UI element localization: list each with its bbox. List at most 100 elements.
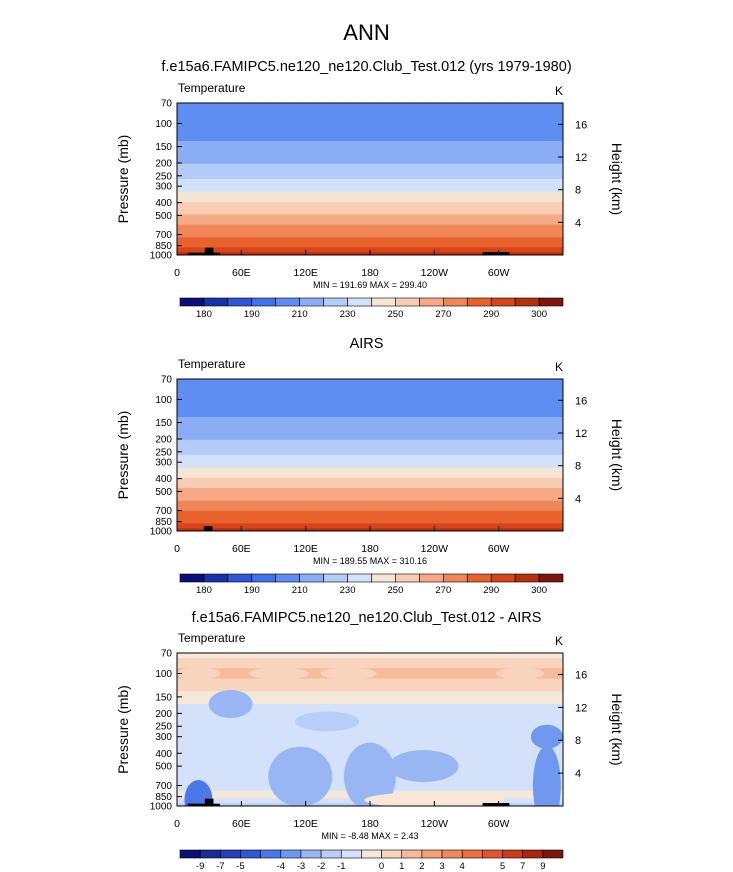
- y-tick-label: 200: [155, 709, 172, 720]
- contour-band: [177, 234, 563, 238]
- colorbar-swatch: [227, 573, 253, 583]
- colorbar-swatch: [251, 573, 277, 583]
- colorbar-swatch: [275, 573, 300, 583]
- contour-band: [177, 130, 563, 134]
- contour-band: [177, 194, 563, 198]
- y-axis-label: Pressure (mb): [115, 411, 131, 500]
- contour-band: [177, 498, 563, 502]
- contour-band: [177, 103, 563, 107]
- colorbar-swatch: [401, 849, 423, 859]
- contour-band: [177, 232, 563, 236]
- colorbar-swatch: [419, 573, 444, 583]
- x-tick-label: 180: [361, 543, 379, 555]
- colorbar-swatch: [371, 573, 396, 583]
- contour-band: [177, 138, 563, 142]
- contour-band: [177, 518, 563, 522]
- x-tick-label: 120E: [293, 267, 318, 279]
- contour-band: [177, 141, 563, 145]
- panel-3-title: f.e15a6.FAMIPC5.ne120_ne120.Club_Test.01…: [191, 610, 542, 626]
- contour-band: [177, 158, 563, 162]
- contour-band: [177, 655, 563, 659]
- contour-band: [177, 714, 563, 718]
- colorbar-label: 2: [419, 861, 424, 872]
- contour-band: [177, 660, 563, 664]
- contour-band: [177, 196, 563, 200]
- y-tick-label: 1000: [150, 251, 173, 262]
- contour-band: [177, 113, 563, 117]
- colorbar-swatch: [179, 297, 205, 307]
- contour-band: [177, 171, 563, 175]
- panel-3: Temperature K7010015020025030040050070085…: [115, 631, 625, 872]
- colorbar-swatch: [347, 573, 372, 583]
- colorbar-label: 250: [388, 309, 404, 320]
- colorbar-swatch: [490, 573, 516, 583]
- contour-band: [177, 163, 563, 167]
- contour-band: [177, 204, 563, 208]
- y-tick-label: 250: [155, 447, 172, 458]
- panel-1-title: f.e15a6.FAMIPC5.ne120_ne120.Club_Test.01…: [161, 59, 572, 75]
- x-tick-label: 60E: [232, 267, 251, 279]
- panel-2: Temperature K7010015020025030040050070085…: [115, 357, 625, 596]
- colorbar-swatch: [381, 849, 403, 859]
- contour-band: [177, 125, 563, 129]
- contour-band: [177, 706, 563, 710]
- contour-band: [177, 455, 563, 459]
- y-tick-label: 150: [155, 142, 172, 153]
- colorbar-swatch: [522, 849, 544, 859]
- right-tick-label: 8: [575, 461, 581, 473]
- contour-band: [177, 176, 563, 180]
- contour-band: [177, 409, 563, 413]
- colorbar-label: 180: [196, 585, 212, 596]
- colorbar-swatch: [371, 297, 396, 307]
- contour-band: [177, 437, 563, 441]
- y-tick-label: 250: [155, 722, 172, 733]
- contour-band: [177, 209, 563, 213]
- colorbar-label: 230: [340, 309, 356, 320]
- colorbar-label: -3: [297, 861, 305, 872]
- y-tick-label: 400: [155, 198, 172, 209]
- contour-band: [177, 148, 563, 152]
- stats-label: MIN = 189.55 MAX = 310.16: [313, 556, 427, 566]
- contour-band: [177, 683, 563, 687]
- contour-band: [177, 186, 563, 190]
- y-tick-label: 500: [155, 211, 172, 222]
- contour-band: [177, 513, 563, 517]
- colorbar-swatch: [542, 849, 564, 859]
- y-tick-label: 200: [155, 159, 172, 170]
- contour-band: [177, 457, 563, 461]
- contour-band: [177, 505, 563, 509]
- contour-band: [177, 242, 563, 246]
- colorbar-swatch: [323, 573, 348, 583]
- y-axis-label: Pressure (mb): [115, 685, 131, 774]
- colorbar-label: 210: [292, 585, 308, 596]
- contour-band: [177, 389, 563, 393]
- contour-band: [177, 452, 563, 456]
- contour-band: [177, 391, 563, 395]
- colorbar-swatch: [251, 297, 277, 307]
- x-tick-label: 60E: [232, 818, 251, 830]
- contour-band: [177, 709, 563, 713]
- contour-band: [177, 143, 563, 147]
- contour-band: [177, 201, 563, 205]
- topography-tibet: [204, 798, 214, 806]
- stats-label: MIN = -8.48 MAX = 2.43: [321, 831, 418, 841]
- contour-band: [177, 399, 563, 403]
- y-tick-label: 500: [155, 487, 172, 498]
- topography-andes: [482, 803, 510, 806]
- contour-band: [177, 475, 563, 479]
- y-axis-label-right: Height (km): [609, 693, 625, 765]
- colorbar-label: 4: [460, 861, 465, 872]
- contour-band: [177, 394, 563, 398]
- contour-band: [177, 222, 563, 226]
- y-tick-label: 1000: [150, 527, 173, 538]
- colorbar-label: 190: [244, 585, 260, 596]
- right-tick-label: 8: [575, 735, 581, 747]
- colorbar-swatch: [421, 849, 443, 859]
- contour-band: [177, 716, 563, 720]
- right-tick-label: 4: [575, 493, 581, 505]
- colorbar-swatch: [347, 297, 372, 307]
- contour-band: [177, 447, 563, 451]
- x-tick-label: 120W: [421, 543, 449, 555]
- contour-blob: [530, 724, 563, 749]
- y-tick-label: 400: [155, 749, 172, 760]
